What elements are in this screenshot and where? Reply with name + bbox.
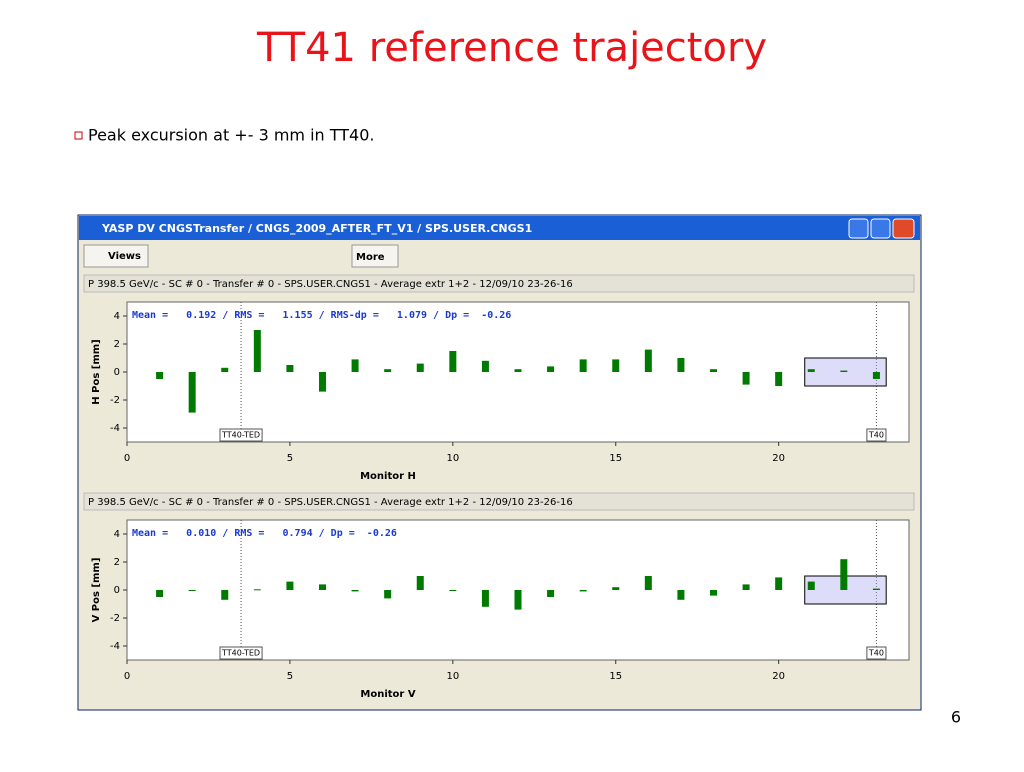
panel-header [83,274,915,293]
bar [351,359,359,372]
bar [840,559,848,590]
y-tick-label: 4 [114,311,120,322]
bar [872,588,880,590]
y-axis-label: V Pos [mm] [91,558,102,623]
bar [872,372,880,379]
bar [579,590,587,592]
bar [612,587,620,590]
bullet-icon [74,131,83,140]
x-tick-label: 10 [446,671,459,682]
x-tick-label: 0 [124,453,130,464]
more-button[interactable] [351,244,399,268]
bar [742,584,750,590]
panel-header [83,492,915,511]
x-tick-label: 10 [446,453,459,464]
x-tick-label: 15 [609,453,622,464]
x-tick-label: 5 [287,671,293,682]
page-number: 6 [951,708,961,727]
x-tick-label: 5 [287,453,293,464]
bar [579,359,587,372]
bar [547,366,555,372]
x-axis-label: Monitor V [360,689,415,700]
bar [775,372,783,386]
bar [384,590,392,599]
marker-box [219,428,263,442]
x-axis-label: Monitor H [360,471,416,482]
bar [384,369,392,372]
bar [644,576,652,590]
bar [221,590,229,600]
bar [677,590,685,600]
bar [840,370,848,372]
marker-box [219,646,263,660]
bar [286,365,294,372]
bar [807,369,815,372]
bar [286,581,294,590]
bar [253,589,261,591]
bar [351,590,359,592]
marker-label: T40 [868,431,884,440]
close-button[interactable] [892,218,915,239]
bar [319,372,326,392]
bar [253,330,261,372]
bar [156,590,164,597]
marker-box [866,646,887,660]
bar [514,590,522,610]
bar [644,349,652,372]
bar [481,590,489,607]
bar [188,590,196,591]
y-axis-label: H Pos [mm] [91,339,102,404]
maximize-button[interactable] [870,218,891,239]
x-tick-label: 20 [772,453,785,464]
window-title: YASP DV CNGSTransfer / CNGS_2009_AFTER_F… [101,222,532,235]
bar [612,359,620,372]
slide-title: TT41 reference trajectory [256,25,767,71]
bullet-text: Peak excursion at +- 3 mm in TT40. [88,126,374,145]
bar [677,358,685,372]
bar [188,372,196,413]
toolbar-label: Views [108,251,141,262]
y-tick-label: 0 [114,585,120,596]
x-tick-label: 20 [772,671,785,682]
y-tick-label: 2 [114,557,120,568]
x-tick-label: 0 [124,671,130,682]
bar [710,590,717,596]
marker-label: TT40-TED [221,431,260,440]
panel-subtitle: P 398.5 GeV/c - SC # 0 - Transfer # 0 - … [88,497,573,508]
y-tick-label: -4 [110,641,120,652]
bar [156,372,164,379]
marker-label: TT40-TED [221,649,260,658]
marker-box [866,428,887,442]
bar [416,576,424,590]
bar [221,367,229,372]
x-tick-label: 15 [609,671,622,682]
y-tick-label: -2 [110,613,120,624]
y-tick-label: 0 [114,367,120,378]
bar [547,590,555,597]
panel-subtitle: P 398.5 GeV/c - SC # 0 - Transfer # 0 - … [88,279,573,290]
bar [416,363,424,372]
toolbar-label: More [356,252,385,263]
minimize-button[interactable] [848,218,869,239]
y-tick-label: -4 [110,423,120,434]
y-tick-label: 2 [114,339,120,350]
title-bar [79,216,920,240]
bar [710,369,717,372]
bar [481,360,489,372]
stats-annotation: Mean = 0.192 / RMS = 1.155 / RMS-dp = 1.… [132,310,511,321]
marker-label: T40 [868,649,884,658]
bar [807,581,815,590]
stats-annotation: Mean = 0.010 / RMS = 0.794 / Dp = -0.26 [132,528,397,539]
bar [742,372,750,385]
y-tick-label: -2 [110,395,120,406]
bar [775,577,783,590]
y-tick-label: 4 [114,529,120,540]
bar [514,369,522,372]
bar [449,351,457,372]
bar [319,584,326,590]
views-button[interactable] [83,244,149,268]
bar [449,590,457,591]
